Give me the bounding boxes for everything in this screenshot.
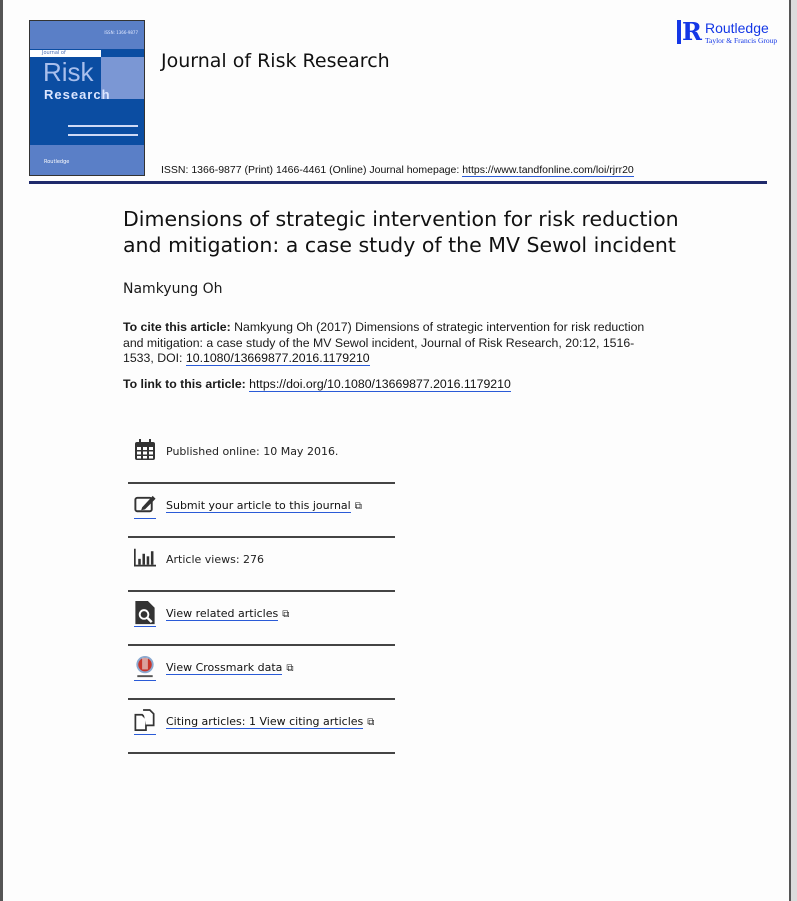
cover-risk: Risk — [43, 57, 94, 87]
cover-research: Research — [44, 87, 111, 102]
crossmark-row[interactable]: View Crossmark data ⧉ — [128, 646, 395, 700]
cite-label: To cite this article: — [123, 320, 231, 334]
calendar-icon — [135, 438, 155, 460]
citing-articles-row[interactable]: Citing articles: 1 View citing articles ⧉ — [128, 700, 395, 754]
external-link-icon: ⧉ — [286, 662, 294, 674]
external-link-icon: ⧉ — [367, 716, 375, 728]
scrollbar[interactable] — [789, 0, 797, 901]
related-articles-link[interactable]: View related articles — [166, 606, 279, 621]
search-document-icon — [134, 600, 156, 627]
article-author: Namkyung Oh — [123, 281, 223, 297]
external-link-icon: ⧉ — [354, 500, 362, 512]
publisher-group: Taylor & Francis Group — [704, 36, 778, 45]
cite-text: Namkyung Oh (2017) Dimensions of strateg… — [123, 320, 645, 365]
published-online-text: Published online: 10 May 2016. — [166, 444, 339, 458]
article-link-block: To link to this article: https://doi.org… — [123, 376, 743, 392]
publisher-name: Routledge — [704, 20, 769, 36]
crossmark-link[interactable]: View Crossmark data — [166, 660, 283, 675]
citing-documents-icon — [134, 708, 156, 735]
article-title: Dimensions of strategic intervention for… — [123, 207, 679, 257]
issn-line: ISSN: 1366-9877 (Print) 1466-4461 (Onlin… — [161, 164, 634, 177]
journal-homepage-link[interactable]: https://www.tandfonline.com/loi/rjrr20 — [462, 164, 634, 177]
citation-block: To cite this article: Namkyung Oh (2017)… — [123, 320, 663, 367]
journal-title: Journal of Risk Research — [161, 50, 390, 72]
article-views-row: Article views: 276 — [128, 538, 395, 592]
article-info-list: Published online: 10 May 2016. Submit yo… — [128, 430, 395, 754]
edit-icon — [134, 495, 156, 519]
routledge-r-icon: R — [677, 20, 702, 44]
journal-cover-image: ISSN: 1366-9877 Journal of Risk Research… — [29, 20, 145, 176]
cover-journal-of: Journal of — [30, 50, 101, 57]
article-url-link[interactable]: https://doi.org/10.1080/13669877.2016.11… — [249, 376, 511, 392]
published-online-row: Published online: 10 May 2016. — [128, 430, 395, 484]
header-rule — [29, 181, 767, 184]
submit-article-row[interactable]: Submit your article to this journal ⧉ — [128, 484, 395, 538]
related-articles-row[interactable]: View related articles ⧉ — [128, 592, 395, 646]
submit-article-link[interactable]: Submit your article to this journal — [166, 498, 351, 513]
article-views-text: Article views: 276 — [166, 552, 265, 566]
issn-text: ISSN: 1366-9877 (Print) 1466-4461 (Onlin… — [161, 164, 463, 176]
page-edge-left — [0, 0, 3, 901]
link-label: To link to this article: — [123, 376, 250, 391]
routledge-logo: R Routledge Taylor & Francis Group — [677, 20, 777, 45]
article-main: Dimensions of strategic intervention for… — [123, 206, 743, 754]
doi-link[interactable]: 10.1080/13669877.2016.1179210 — [185, 351, 370, 366]
bar-chart-icon — [134, 548, 156, 566]
cover-issn: ISSN: 1366-9877 — [104, 30, 138, 35]
citing-articles-link[interactable]: Citing articles: 1 View citing articles — [166, 714, 364, 729]
cover-publisher: Routledge — [44, 159, 70, 165]
external-link-icon: ⧉ — [282, 608, 290, 620]
crossmark-icon — [134, 655, 156, 681]
